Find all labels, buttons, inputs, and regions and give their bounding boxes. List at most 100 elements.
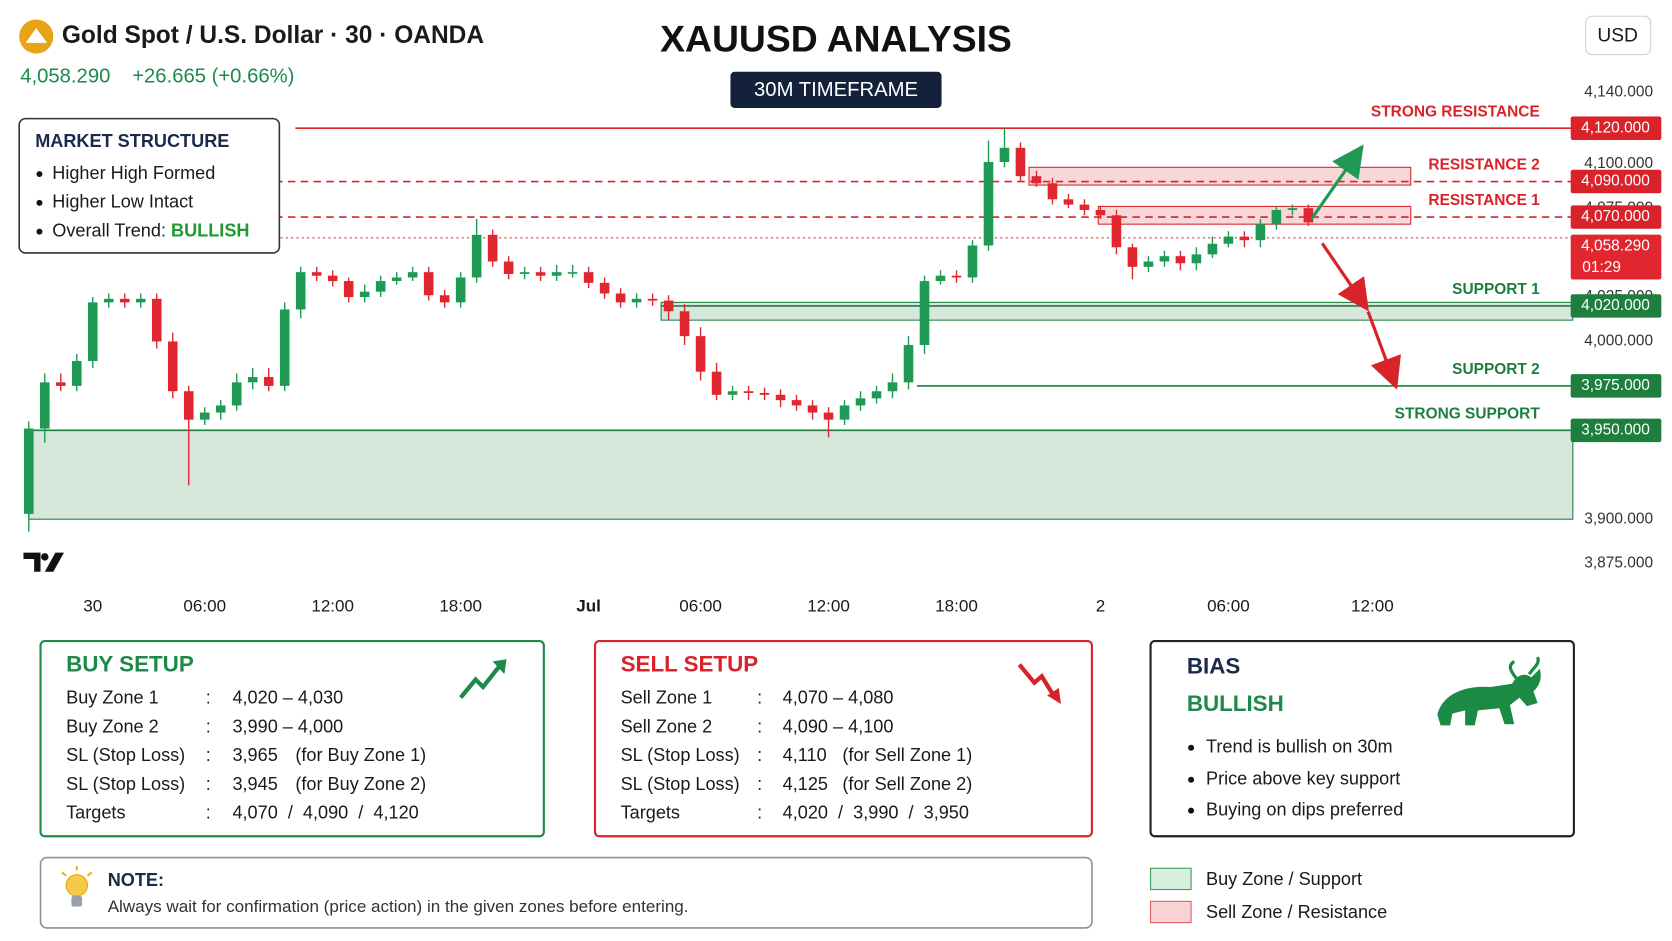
projection-arrows — [1310, 144, 1401, 390]
setup-separator: : — [757, 803, 762, 823]
setup-value: 4,020 – 4,030 — [232, 687, 343, 707]
setup-label: Buy Zone 1 — [66, 687, 159, 707]
structure-item: Higher High Formed — [52, 163, 215, 183]
candle-body — [1015, 147, 1026, 177]
candle-body — [1191, 254, 1202, 264]
level-name: RESISTANCE 2 — [1428, 157, 1539, 174]
setup-separator: : — [206, 745, 211, 765]
candle-body — [615, 293, 626, 303]
bias-item: Buying on dips preferred — [1206, 799, 1403, 819]
price-tag-label: 4,120.000 — [1581, 119, 1650, 136]
last-price: 4,058.290 — [20, 65, 110, 87]
level-name: SUPPORT 1 — [1452, 281, 1540, 298]
setup-separator: : — [206, 687, 211, 707]
setup-label: Buy Zone 2 — [66, 716, 159, 736]
bullet — [36, 199, 43, 206]
legend-label: Sell Zone / Resistance — [1206, 902, 1387, 922]
candle-body — [391, 277, 402, 282]
candle-body — [1223, 236, 1234, 244]
bulb-base — [71, 895, 83, 907]
setup-note: (for Buy Zone 2) — [295, 774, 426, 794]
sell-setup: SELL SETUP Sell Zone 1: 4,070 – 4,080 Sell… — [593, 640, 1093, 838]
candle-body — [279, 309, 290, 386]
x-tick-label: 06:00 — [679, 596, 722, 615]
y-tick-label: 4,100.000 — [1584, 155, 1653, 172]
logo-glyph — [25, 27, 47, 43]
setup-label: Targets — [66, 803, 125, 823]
bullet — [36, 228, 43, 235]
y-tick-label: 4,140.000 — [1584, 84, 1653, 101]
level-name: STRONG RESISTANCE — [1371, 103, 1540, 120]
buy-box — [39, 640, 545, 838]
price-axis: 4,140.0004,100.0004,075.0004,025.0004,00… — [83, 84, 1653, 616]
candle-body — [583, 272, 594, 283]
candle-body — [1063, 199, 1074, 205]
setup-separator: : — [206, 803, 211, 823]
x-tick-label: 30 — [83, 596, 102, 615]
candle-body — [855, 398, 866, 406]
candle-body — [1111, 215, 1122, 248]
candle-body — [503, 261, 514, 274]
buy-title: BUY SETUP — [66, 652, 194, 677]
setup-value: 4,070 / 4,090 / 4,120 — [232, 803, 418, 823]
timeframe-badge — [730, 71, 942, 108]
legend: Buy Zone / Support Sell Zone / Resistanc… — [1150, 867, 1387, 924]
setup-note: (for Sell Zone 1) — [842, 745, 972, 765]
candle-body — [487, 234, 498, 262]
currency-button[interactable] — [1585, 15, 1652, 56]
bias: BIAS BULLISH Trend is bullish on 30m Pri… — [1149, 640, 1575, 838]
candle-body — [519, 272, 530, 274]
bullish-arrow — [1310, 144, 1364, 220]
x-tick-label: 06:00 — [183, 596, 226, 615]
bullet — [1188, 807, 1195, 814]
candle-body — [471, 234, 482, 278]
setup-value: 4,020 / 3,990 / 3,950 — [783, 803, 969, 823]
candle-body — [263, 377, 274, 386]
x-tick-label: Jul — [576, 596, 601, 615]
bullet — [36, 171, 43, 178]
y-tick-label: 4,000.000 — [1584, 333, 1653, 350]
setup-separator: : — [206, 774, 211, 794]
trend-value: BULLISH — [171, 220, 249, 240]
candle-body — [119, 298, 130, 303]
candle-body — [407, 272, 418, 278]
setup-label: Sell Zone 1 — [621, 687, 713, 707]
candle-body — [71, 361, 82, 386]
candle-body — [903, 345, 914, 383]
candle-body — [455, 277, 466, 303]
bias-item: Price above key support — [1206, 769, 1400, 789]
candle-body — [727, 391, 738, 395]
setup-value: 3,990 – 4,000 — [232, 716, 343, 736]
candle-body — [87, 302, 98, 362]
candle-body — [567, 272, 578, 274]
candle-body — [823, 412, 834, 420]
candle-body — [695, 336, 706, 372]
candle-body — [919, 281, 930, 346]
candle-body — [1303, 208, 1314, 223]
candle-body — [1239, 236, 1250, 241]
candle-body — [1207, 243, 1218, 255]
setup-separator: : — [757, 745, 762, 765]
currency-label[interactable]: USD — [1597, 26, 1638, 47]
bulb-icon — [65, 874, 88, 897]
setup-label: Targets — [621, 803, 680, 823]
candle-body — [535, 272, 546, 276]
price-tag — [1570, 169, 1662, 194]
price-tag — [1570, 418, 1662, 443]
setup-value: 4,110 — [783, 745, 827, 765]
trend-label: Overall Trend: — [52, 220, 166, 240]
price-tag — [1570, 116, 1662, 140]
price-zone — [660, 301, 1574, 321]
setup-label: SL (Stop Loss) — [621, 745, 740, 765]
x-tick-label: 12:00 — [807, 596, 850, 615]
symbol-name: Gold Spot / U.S. Dollar · 30 · OANDA — [62, 22, 485, 49]
x-tick-label: 18:00 — [935, 596, 978, 615]
price-tags: STRONG RESISTANCE 4,120.000 RESISTANCE 2 4,… — [1371, 103, 1662, 443]
tv-logo-dot — [41, 553, 49, 561]
bearish-arrow — [1320, 242, 1369, 312]
candle-body — [311, 272, 322, 276]
bull-horns — [1508, 656, 1540, 680]
candle-body — [343, 281, 354, 298]
setup-value: 4,125 — [783, 774, 828, 794]
